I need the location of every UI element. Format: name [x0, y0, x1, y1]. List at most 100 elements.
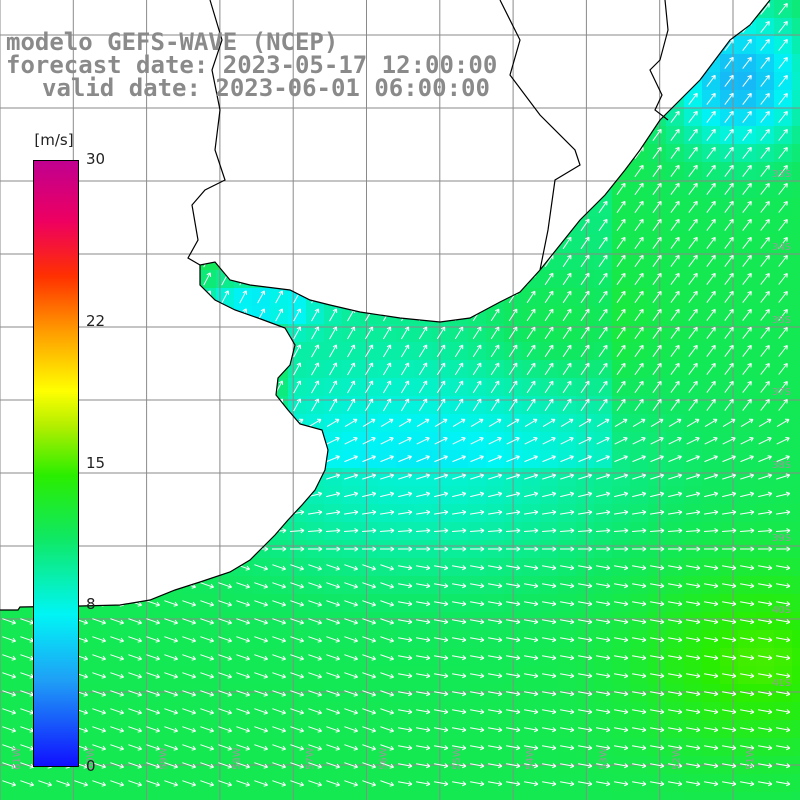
- wind-arrow: [146, 762, 160, 769]
- wind-arrow: [343, 528, 359, 534]
- wind-arrow: [329, 326, 338, 340]
- speed-cell: [198, 792, 217, 800]
- wind-arrow: [596, 763, 611, 769]
- wind-arrow: [578, 491, 593, 498]
- speed-cell: [432, 792, 451, 800]
- wind-arrow: [704, 491, 719, 498]
- wind-arrow: [560, 727, 575, 733]
- wind-arrow: [344, 509, 359, 515]
- wind-arrow: [722, 655, 737, 661]
- wind-arrow: [778, 39, 788, 51]
- wind-arrow: [472, 326, 482, 340]
- wind-arrow: [578, 583, 593, 589]
- speed-cell: [792, 540, 800, 559]
- wind-arrow: [488, 509, 503, 515]
- wind-arrow: [776, 473, 791, 480]
- wind-arrow: [650, 473, 665, 480]
- wind-arrow: [632, 455, 646, 463]
- wind-arrow: [652, 128, 662, 141]
- wind-arrow: [38, 780, 52, 787]
- wind-arrow: [344, 455, 358, 463]
- speed-cell: [558, 792, 577, 800]
- speed-cell: [792, 18, 800, 37]
- wind-arrow: [614, 583, 629, 589]
- wind-arrow: [182, 708, 196, 715]
- speed-cell: [540, 792, 559, 800]
- wind-arrow: [272, 582, 286, 589]
- speed-cell: [72, 792, 91, 800]
- wind-arrow: [416, 709, 431, 715]
- wind-arrow: [454, 362, 464, 376]
- wind-arrow: [308, 726, 322, 733]
- wind-arrow: [560, 509, 575, 515]
- wind-arrow: [2, 636, 16, 643]
- wind-arrow: [668, 619, 683, 625]
- wind-arrow: [652, 290, 662, 303]
- wind-arrow: [326, 636, 340, 643]
- wind-arrow: [706, 254, 716, 267]
- wind-arrow: [524, 509, 539, 515]
- wind-arrow: [778, 75, 788, 87]
- wind-arrow: [650, 437, 664, 445]
- wind-arrow: [524, 673, 539, 679]
- wind-arrow: [544, 398, 554, 412]
- wind-arrow: [347, 362, 356, 376]
- wind-arrow: [776, 437, 790, 445]
- wind-arrow: [652, 326, 662, 339]
- wind-arrow: [452, 637, 467, 643]
- wind-arrow: [650, 655, 665, 661]
- wind-arrow: [221, 290, 230, 304]
- wind-arrow: [634, 254, 644, 267]
- wind-arrow: [634, 200, 644, 213]
- wind-arrow: [778, 345, 788, 357]
- wind-arrow: [164, 762, 178, 769]
- wind-arrow: [596, 509, 611, 515]
- wind-arrow: [560, 619, 575, 625]
- wind-arrow: [544, 308, 554, 322]
- speed-cell: [792, 324, 800, 343]
- wind-arrow: [562, 362, 572, 376]
- wind-arrow: [706, 128, 716, 141]
- wind-arrow: [668, 473, 683, 480]
- wind-arrow: [470, 709, 485, 715]
- wind-arrow: [688, 254, 698, 267]
- wind-arrow: [526, 362, 536, 376]
- wind-arrow: [578, 546, 593, 552]
- wind-arrow: [128, 708, 142, 715]
- wind-arrow: [218, 708, 232, 715]
- wind-arrow: [200, 618, 214, 625]
- wind-arrow: [776, 763, 791, 769]
- wind-arrow: [776, 583, 791, 589]
- speed-cell: [792, 504, 800, 523]
- wind-arrow: [596, 473, 611, 480]
- border-northeast: [649, 0, 669, 121]
- wind-arrow: [452, 437, 466, 445]
- wind-arrow: [398, 673, 413, 679]
- wind-arrow: [668, 583, 683, 589]
- wind-arrow: [146, 690, 160, 697]
- wind-arrow: [542, 437, 556, 445]
- wind-arrow: [254, 744, 268, 751]
- wind-arrow: [164, 672, 178, 679]
- speed-cell: [342, 792, 361, 800]
- wind-arrow: [614, 473, 629, 480]
- wind-arrow: [452, 455, 466, 463]
- wind-arrow: [452, 781, 467, 787]
- wind-arrow: [290, 744, 304, 751]
- wind-arrow: [560, 655, 575, 661]
- wind-arrow: [506, 418, 520, 428]
- wind-arrow: [344, 744, 358, 751]
- lat-label: 34S: [772, 242, 791, 253]
- wind-arrow: [325, 528, 341, 534]
- wind-arrow: [326, 509, 341, 515]
- wind-arrow: [632, 691, 647, 697]
- wind-arrow: [704, 655, 719, 661]
- wind-arrow: [452, 745, 467, 751]
- wind-arrow: [578, 691, 593, 697]
- colorbar-tick-label: 30: [86, 150, 106, 168]
- wind-arrow: [218, 762, 232, 769]
- colorbar: [33, 160, 79, 767]
- wind-arrow: [416, 619, 431, 625]
- wind-arrow: [760, 309, 770, 321]
- lon-label: 53W: [598, 747, 609, 770]
